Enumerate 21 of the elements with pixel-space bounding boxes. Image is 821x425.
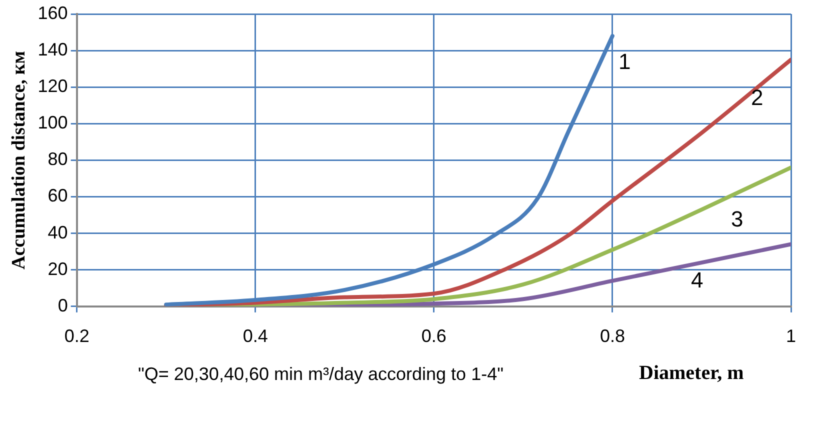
- y-tick-label: 120: [38, 76, 68, 96]
- x-tick-label: 0.4: [242, 326, 268, 346]
- x-tick-label: 0.8: [600, 326, 625, 346]
- x-tick-label: 0.2: [64, 326, 90, 346]
- y-tick-label: 20: [48, 258, 68, 279]
- x-axis-title: Diameter, m: [639, 362, 744, 385]
- series-label: 4: [691, 267, 704, 292]
- text: "Q= 20,30,40,60 min m³/day according to 1-4": [138, 364, 504, 385]
- series-label: 1: [618, 48, 631, 74]
- series-label: 2: [751, 84, 764, 110]
- y-tick-label: 60: [48, 186, 68, 206]
- x-tick-label: 1: [786, 326, 796, 346]
- series-label: 3: [731, 206, 744, 232]
- y-tick-label: 40: [48, 222, 68, 242]
- y-tick-label: 0: [58, 295, 68, 316]
- y-tick-label: 160: [38, 2, 68, 23]
- y-tick-label: 100: [38, 112, 68, 133]
- y-axis-title: Accumulation distance, км: [8, 50, 30, 270]
- x-tick-label: 0.6: [421, 326, 446, 346]
- y-tick-label: 80: [48, 149, 68, 170]
- y-tick-label: 140: [38, 40, 68, 60]
